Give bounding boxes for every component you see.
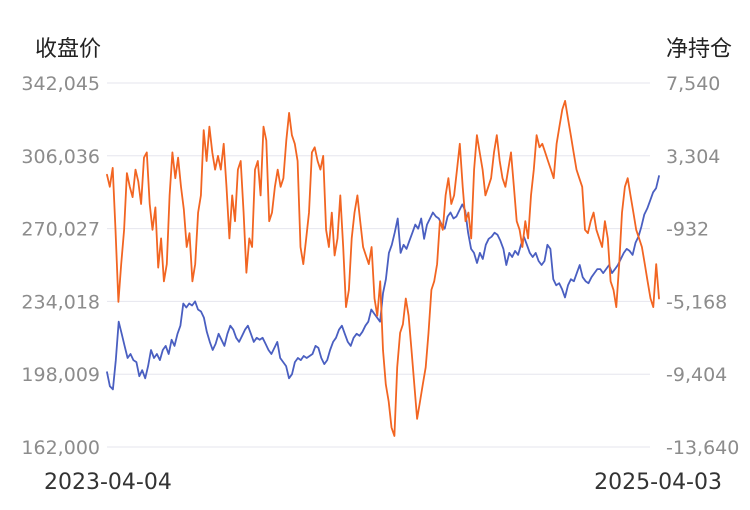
left-axis-ticks: 342,045 306,036 270,027 234,018 198,009 162,0… [21, 73, 100, 459]
left-tick-label: 342,045 [21, 73, 100, 95]
series-layer [106, 100, 660, 437]
x-end-label: 2025-04-03 [594, 470, 722, 495]
right-tick-label: 3,304 [666, 146, 720, 168]
right-tick-label: 7,540 [666, 73, 720, 95]
left-tick-label: 234,018 [21, 291, 100, 313]
right-tick-label: -9,404 [666, 364, 727, 386]
close-price-line [106, 175, 660, 391]
left-tick-label: 306,036 [21, 146, 100, 168]
gridlines [107, 82, 650, 448]
right-axis-title: 净持仓 [666, 37, 732, 62]
right-tick-label: -932 [666, 219, 709, 241]
left-tick-label: 270,027 [21, 219, 100, 241]
right-tick-label: -13,640 [666, 437, 739, 459]
x-start-label: 2023-04-04 [44, 470, 172, 495]
left-axis-title: 收盘价 [35, 37, 101, 62]
right-tick-label: -5,168 [666, 291, 727, 313]
left-tick-label: 198,009 [21, 364, 100, 386]
net-position-line [106, 100, 660, 437]
right-axis-ticks: 7,540 3,304 -932 -5,168 -9,404 -13,640 [666, 73, 739, 459]
left-tick-label: 162,000 [21, 437, 100, 459]
